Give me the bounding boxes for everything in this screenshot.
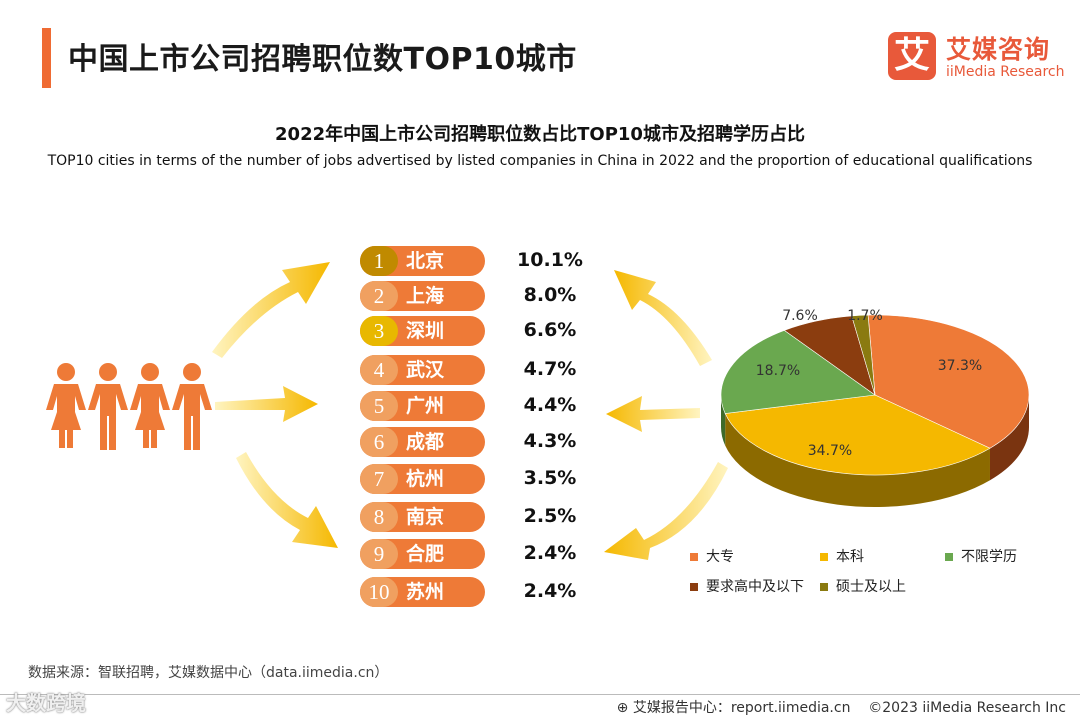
legend-item: 要求高中及以下 bbox=[690, 576, 804, 596]
chart-title: 2022年中国上市公司招聘职位数占比TOP10城市及招聘学历占比 bbox=[275, 124, 805, 145]
city-pill: 1 北京 bbox=[360, 246, 485, 276]
city-rank: 8 bbox=[360, 502, 398, 532]
city-name: 深圳 bbox=[406, 320, 445, 342]
copyright: ©2023 iiMedia Research Inc bbox=[868, 700, 1066, 716]
pie-label-硕士及以上: 1.7% bbox=[847, 308, 883, 324]
city-rank: 6 bbox=[360, 427, 398, 457]
city-rank: 1 bbox=[360, 246, 398, 276]
legend-swatch bbox=[690, 553, 698, 561]
legend-swatch bbox=[820, 583, 828, 591]
city-name: 北京 bbox=[406, 250, 445, 272]
legend-label: 不限学历 bbox=[961, 549, 1017, 565]
pie-slice-大专 bbox=[867, 314, 1030, 449]
pie-label-要求高中及以下: 7.6% bbox=[782, 308, 818, 324]
city-rank: 9 bbox=[360, 539, 398, 569]
logo-cn-text: 艾媒咨询 bbox=[946, 35, 1051, 64]
city-name: 广州 bbox=[406, 395, 445, 417]
data-source: 数据来源：智联招聘，艾媒数据中心（data.iimedia.cn） bbox=[28, 665, 389, 681]
pie-slice-不限学历 bbox=[720, 329, 876, 414]
city-value-label: 2.5% bbox=[523, 505, 577, 527]
pie-side-本科 bbox=[725, 413, 990, 507]
legend-label: 硕士及以上 bbox=[836, 579, 906, 595]
legend-label: 本科 bbox=[836, 549, 864, 565]
city-name: 合肥 bbox=[406, 543, 445, 565]
footer-divider bbox=[0, 694, 1080, 695]
city-pill: 3 深圳 bbox=[360, 316, 485, 346]
footer-info: ⊕ 艾媒报告中心：report.iimedia.cn ©2023 iiMedia… bbox=[617, 697, 1066, 717]
logo-en-text: iiMedia Research bbox=[946, 64, 1065, 80]
city-pill: 10 苏州 bbox=[360, 577, 485, 607]
legend-item: 硕士及以上 bbox=[820, 576, 906, 596]
city-value-label: 3.5% bbox=[523, 467, 577, 489]
legend-label: 要求高中及以下 bbox=[706, 579, 804, 595]
city-value-label: 10.1% bbox=[517, 249, 583, 271]
pie-label-不限学历: 18.7% bbox=[756, 363, 800, 379]
city-rank: 4 bbox=[360, 355, 398, 385]
globe-icon: ⊕ bbox=[616, 700, 629, 716]
city-rank: 5 bbox=[360, 391, 398, 421]
page-title: 中国上市公司招聘职位数TOP10城市 bbox=[68, 42, 577, 77]
city-name: 武汉 bbox=[406, 359, 445, 381]
city-value-label: 4.4% bbox=[523, 394, 577, 416]
city-name: 南京 bbox=[406, 506, 445, 528]
arrow-left-down bbox=[236, 452, 338, 548]
city-name: 成都 bbox=[406, 431, 445, 453]
pie-label-本科: 34.7% bbox=[808, 443, 852, 459]
city-pill: 8 南京 bbox=[360, 502, 485, 532]
city-rank: 10 bbox=[360, 577, 398, 607]
pie-label-大专: 37.3% bbox=[938, 358, 982, 374]
legend-swatch bbox=[945, 553, 953, 561]
city-name: 上海 bbox=[406, 285, 445, 307]
arrow-right-down bbox=[604, 462, 728, 560]
city-value-label: 4.3% bbox=[523, 430, 577, 452]
city-name: 杭州 bbox=[406, 468, 445, 490]
legend-label: 大专 bbox=[706, 549, 734, 565]
people-icon bbox=[46, 363, 212, 450]
watermark: 大数跨境 bbox=[6, 691, 86, 715]
city-value-label: 6.6% bbox=[523, 319, 577, 341]
city-value-label: 4.7% bbox=[523, 358, 577, 380]
city-pill: 6 成都 bbox=[360, 427, 485, 457]
city-value-label: 2.4% bbox=[523, 580, 577, 602]
legend-item: 本科 bbox=[820, 546, 864, 566]
legend-swatch bbox=[820, 553, 828, 561]
city-name: 苏州 bbox=[406, 581, 445, 603]
title-accent-bar bbox=[42, 28, 51, 88]
logo-mark: 艾 bbox=[888, 32, 936, 80]
legend-item: 大专 bbox=[690, 546, 734, 566]
pie-slice-硕士及以上 bbox=[851, 314, 876, 396]
pie-slice-本科 bbox=[724, 394, 991, 476]
iimedia-logo: 艾 艾媒咨询 iiMedia Research bbox=[888, 30, 1068, 86]
city-pill: 2 上海 bbox=[360, 281, 485, 311]
report-center-link[interactable]: 艾媒报告中心：report.iimedia.cn bbox=[632, 700, 851, 716]
pie-side-大专 bbox=[989, 395, 1029, 481]
arrow-right-mid bbox=[606, 396, 700, 432]
city-pill: 4 武汉 bbox=[360, 355, 485, 385]
chart-subtitle: TOP10 cities in terms of the number of j… bbox=[47, 153, 1033, 169]
pie-side-不限学历 bbox=[721, 395, 726, 446]
city-rank: 2 bbox=[360, 281, 398, 311]
arrow-left-mid bbox=[215, 386, 318, 422]
arrow-right-up bbox=[614, 270, 712, 366]
city-pill: 7 杭州 bbox=[360, 464, 485, 494]
education-pie-chart: 37.3% 34.7% 18.7% 7.6% 1.7% bbox=[720, 308, 1030, 507]
city-pill: 5 广州 bbox=[360, 391, 485, 421]
legend-item: 不限学历 bbox=[945, 546, 1017, 566]
arrow-left-up bbox=[212, 262, 330, 358]
city-rank: 3 bbox=[360, 316, 398, 346]
legend-swatch bbox=[690, 583, 698, 591]
city-pill: 9 合肥 bbox=[360, 539, 485, 569]
city-value-label: 2.4% bbox=[523, 542, 577, 564]
city-rank: 7 bbox=[360, 464, 398, 494]
city-value-label: 8.0% bbox=[523, 284, 577, 306]
